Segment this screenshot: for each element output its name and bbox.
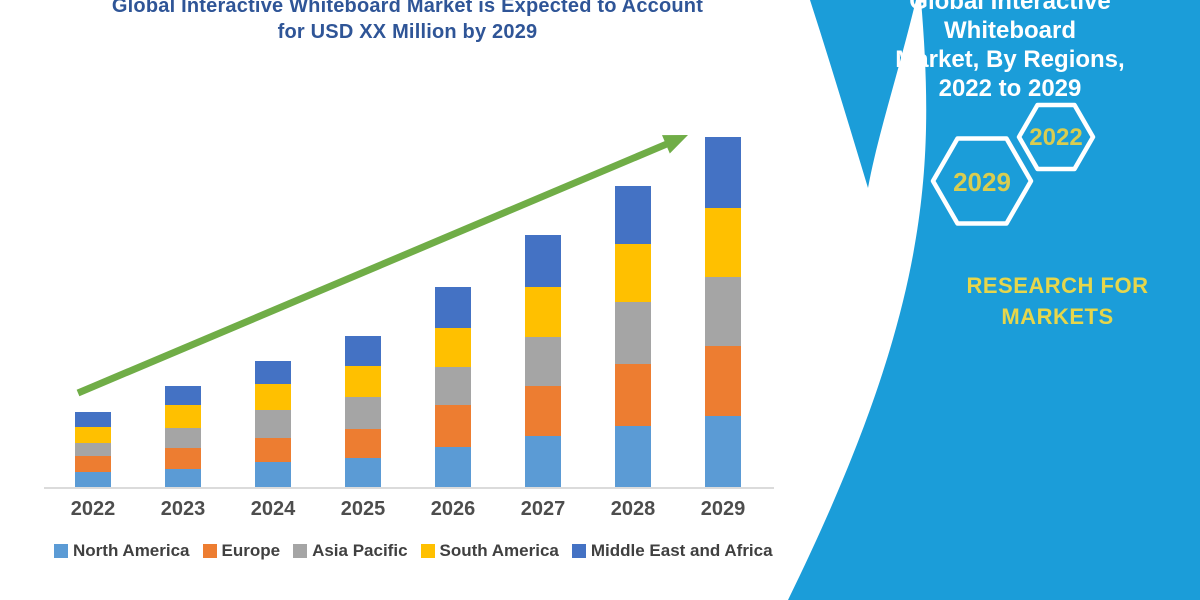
legend-swatch bbox=[293, 544, 308, 558]
bar-2027-north-america bbox=[525, 436, 561, 487]
hexagon-2022-outline bbox=[1016, 102, 1096, 172]
bar-2023-north-america bbox=[165, 469, 201, 487]
legend-label: Asia Pacific bbox=[312, 541, 408, 560]
brand-text-line1: RESEARCH FOR bbox=[966, 273, 1149, 298]
legend-swatch bbox=[202, 544, 217, 558]
x-axis-line bbox=[44, 487, 774, 489]
x-axis-label-2023: 2023 bbox=[160, 498, 206, 520]
legend-swatch bbox=[420, 544, 435, 558]
chart-legend: North America Europe Asia Pacific South Ame… bbox=[54, 541, 773, 561]
bar-2024-south-america bbox=[255, 384, 291, 410]
bar-2028-europe bbox=[615, 364, 651, 426]
x-axis-label-2027: 2027 bbox=[520, 498, 566, 520]
chart-title: Global Interactive Whiteboard Market is … bbox=[25, 0, 790, 45]
side-panel-heading-line3: 2022 to 2029 bbox=[938, 75, 1082, 102]
bar-2026-north-america bbox=[435, 447, 471, 487]
legend-label: North America bbox=[73, 541, 190, 560]
legend-label: Middle East and Africa bbox=[590, 541, 773, 560]
bar-2028-asia-pacific bbox=[615, 302, 651, 364]
bar-2022-north-america bbox=[75, 472, 111, 487]
x-axis-label-2028: 2028 bbox=[610, 498, 656, 520]
bar-2025-middle-east-and-africa bbox=[345, 336, 381, 366]
hexagon-2029-label: 2029 bbox=[953, 167, 1011, 197]
bar-2027-south-america bbox=[525, 287, 561, 337]
bar-2025-north-america bbox=[345, 458, 381, 487]
x-axis-label-2024: 2024 bbox=[250, 498, 296, 520]
bar-2028-north-america bbox=[615, 426, 651, 487]
x-axis-label-2026: 2026 bbox=[430, 498, 476, 520]
side-panel-sliver-shape bbox=[810, 0, 916, 188]
legend-label: Europe bbox=[221, 541, 281, 560]
bar-2029-europe bbox=[705, 346, 741, 416]
bar-2022-europe bbox=[75, 456, 111, 472]
bar-2026-south-america bbox=[435, 328, 471, 367]
bar-2026-asia-pacific bbox=[435, 367, 471, 405]
bar-2024-asia-pacific bbox=[255, 410, 291, 438]
bar-2025-south-america bbox=[345, 366, 381, 397]
side-panel-shape bbox=[788, 0, 1200, 600]
bar-2023-middle-east-and-africa bbox=[165, 386, 201, 405]
bar-2023-asia-pacific bbox=[165, 428, 201, 448]
bar-2029-middle-east-and-africa bbox=[705, 137, 741, 208]
side-panel-heading: Global Interactive Whiteboard Market, By… bbox=[845, 0, 1175, 103]
bar-2028-middle-east-and-africa bbox=[615, 186, 651, 244]
x-axis-label-2022: 2022 bbox=[70, 498, 116, 520]
bar-2023-europe bbox=[165, 448, 201, 469]
bar-2025-europe bbox=[345, 429, 381, 458]
bar-2029-asia-pacific bbox=[705, 277, 741, 346]
bar-2029-south-america bbox=[705, 208, 741, 277]
brand-text-line2: MARKETS bbox=[1001, 304, 1114, 329]
brand-text: RESEARCH FOR MARKETS bbox=[955, 270, 1160, 332]
hexagon-2029-outline bbox=[930, 136, 1034, 226]
legend-label: South America bbox=[439, 541, 559, 560]
chart-title-line1: Global Interactive Whiteboard Market is … bbox=[111, 0, 704, 17]
x-axis-label-2029: 2029 bbox=[700, 498, 746, 520]
bar-2022-asia-pacific bbox=[75, 443, 111, 456]
legend-item-south-america: South America bbox=[420, 541, 559, 561]
bar-2022-south-america bbox=[75, 427, 111, 443]
legend-item-europe: Europe bbox=[202, 541, 281, 561]
legend-item-north-america: North America bbox=[54, 541, 190, 561]
bar-2022-middle-east-and-africa bbox=[75, 412, 111, 427]
legend-item-asia-pacific: Asia Pacific bbox=[293, 541, 408, 561]
bar-2025-asia-pacific bbox=[345, 397, 381, 429]
side-panel-heading-line1: Global Interactive Whiteboard bbox=[909, 0, 1111, 44]
hexagon-2022-label: 2022 bbox=[1029, 124, 1083, 151]
bar-2024-middle-east-and-africa bbox=[255, 361, 291, 384]
bar-2027-europe bbox=[525, 386, 561, 436]
legend-item-middle-east-and-africa: Middle East and Africa bbox=[571, 541, 773, 561]
bar-2024-north-america bbox=[255, 462, 291, 487]
bar-2029-north-america bbox=[705, 416, 741, 487]
chart-title-line2: for USD XX Million by 2029 bbox=[277, 21, 538, 43]
trend-arrow bbox=[76, 135, 688, 397]
side-panel-heading-line2: Market, By Regions, bbox=[895, 46, 1125, 73]
legend-swatch bbox=[54, 544, 68, 558]
bar-2024-europe bbox=[255, 438, 291, 462]
bar-2026-middle-east-and-africa bbox=[435, 287, 471, 328]
x-axis-label-2025: 2025 bbox=[340, 498, 386, 520]
legend-swatch bbox=[571, 544, 586, 558]
bar-2023-south-america bbox=[165, 405, 201, 428]
bar-2026-europe bbox=[435, 405, 471, 447]
bar-2028-south-america bbox=[615, 244, 651, 302]
bar-2027-asia-pacific bbox=[525, 337, 561, 386]
bar-2027-middle-east-and-africa bbox=[525, 235, 561, 287]
